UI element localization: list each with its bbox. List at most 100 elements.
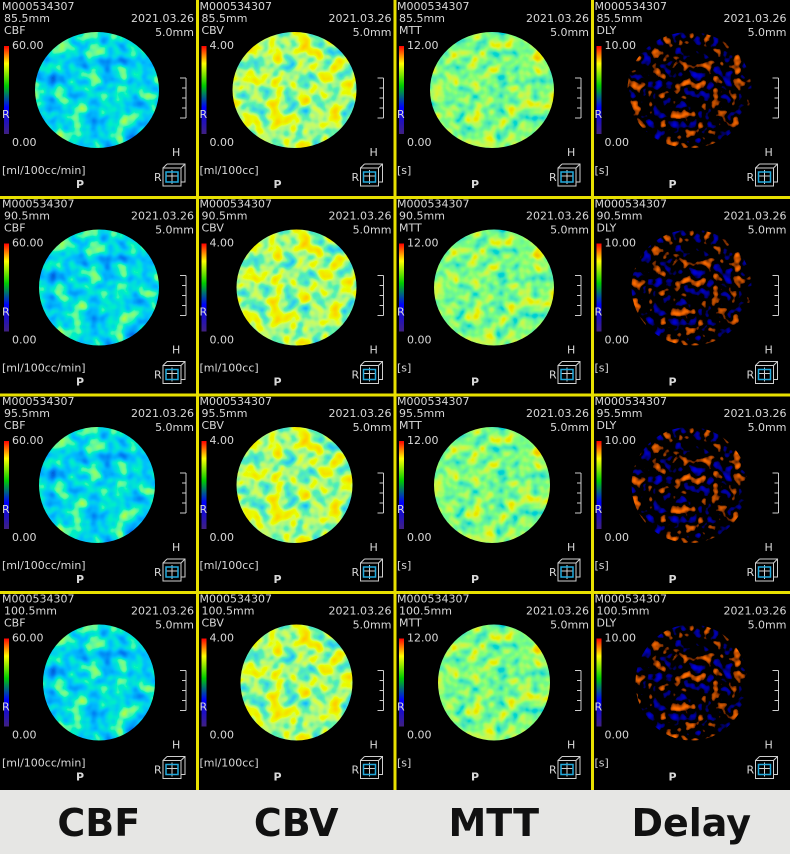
head-marker: H [172, 541, 180, 554]
brain-map [434, 229, 554, 346]
study-date: 2021.03.26 [724, 12, 787, 25]
brain-map [35, 32, 159, 148]
orientation-cube [755, 361, 778, 384]
orientation-face [560, 171, 574, 183]
scale-min: 0.00 [12, 136, 37, 149]
brain-map [39, 427, 155, 543]
left-marker: R [595, 306, 603, 319]
head-marker: H [765, 146, 773, 159]
map-name: DLY [597, 419, 617, 432]
column-label: MTT [448, 801, 539, 845]
slice-position: 85.5mm [4, 12, 50, 25]
side-marker: R [549, 171, 557, 184]
side-marker: R [747, 566, 755, 579]
orientation-face [165, 763, 179, 776]
unit: [ml/100cc] [200, 164, 259, 177]
ruler [575, 670, 582, 711]
brain-map [39, 229, 159, 346]
slice-thickness: 5.0mm [550, 26, 589, 39]
brain-map [631, 229, 752, 346]
slice-thickness: 5.0mm [353, 26, 392, 39]
orientation-face [560, 763, 574, 776]
ruler [377, 275, 384, 316]
ruler [772, 77, 779, 119]
column-label: CBF [57, 801, 140, 845]
slice-position: 100.5mm [597, 605, 650, 618]
head-marker: H [370, 146, 378, 159]
scale-max: 4.00 [210, 237, 235, 250]
orientation-cube [360, 558, 383, 582]
patient-id: M000534307 [200, 593, 272, 606]
side-marker: R [352, 566, 360, 579]
side-marker: R [549, 566, 557, 579]
study-date: 2021.03.26 [329, 12, 392, 25]
color-bar [4, 638, 9, 727]
color-bar [201, 46, 207, 134]
slice-position: 85.5mm [399, 12, 445, 25]
patient-id: M000534307 [595, 198, 667, 211]
slice-thickness: 5.0mm [550, 224, 589, 237]
column-label: Delay [631, 801, 751, 845]
unit: [ml/100cc/min] [2, 362, 86, 375]
scale-min: 0.00 [210, 531, 235, 544]
scale-max: 60.00 [12, 237, 44, 250]
patient-id: M000534307 [200, 198, 272, 211]
scale-min: 0.00 [210, 334, 235, 347]
scale-min: 0.00 [210, 136, 235, 149]
study-date: 2021.03.26 [329, 407, 392, 420]
left-marker: R [200, 503, 208, 516]
side-marker: R [154, 171, 162, 184]
scale-max: 60.00 [12, 39, 44, 52]
orientation-cube [557, 558, 581, 582]
left-marker: R [397, 306, 405, 319]
unit: [ml/100cc] [200, 362, 259, 375]
scale-min: 0.00 [605, 136, 630, 149]
patient-id: M000534307 [2, 593, 74, 606]
scale-min: 0.00 [605, 334, 630, 347]
scale-max: 60.00 [12, 434, 44, 447]
orientation-cube [360, 361, 383, 384]
unit: [s] [397, 164, 411, 177]
side-marker: R [549, 369, 557, 382]
posterior-marker: P [471, 376, 479, 389]
study-date: 2021.03.26 [724, 605, 787, 618]
side-marker: R [747, 369, 755, 382]
slice-thickness: 5.0mm [353, 224, 392, 237]
scale-max: 4.00 [210, 39, 235, 52]
slice-thickness: 5.0mm [353, 619, 392, 632]
brain-map [434, 427, 550, 543]
slice-thickness: 5.0mm [353, 421, 392, 434]
orientation-cube [162, 756, 186, 779]
patient-id: M000534307 [397, 593, 469, 606]
head-marker: H [765, 344, 773, 357]
scale-max: 4.00 [210, 632, 235, 645]
head-marker: H [567, 541, 575, 554]
brain-map [631, 427, 748, 543]
map-name: MTT [399, 419, 422, 432]
orientation-face [560, 566, 574, 578]
posterior-marker: P [669, 771, 677, 784]
posterior-marker: P [76, 178, 84, 191]
ruler [180, 77, 187, 119]
left-marker: R [200, 108, 208, 121]
ruler [772, 472, 779, 514]
ruler [377, 670, 384, 711]
left-marker: R [200, 306, 208, 319]
orientation-cube [755, 163, 778, 187]
slice-position: 100.5mm [4, 605, 57, 618]
orientation-face [165, 171, 179, 183]
orientation-cube [360, 163, 383, 187]
unit: [ml/100cc/min] [2, 164, 86, 177]
posterior-marker: P [669, 178, 677, 191]
patient-id: M000534307 [200, 395, 272, 408]
scale-min: 0.00 [605, 729, 630, 742]
orientation-cube [162, 163, 186, 187]
head-marker: H [765, 739, 773, 752]
slice-thickness: 5.0mm [550, 421, 589, 434]
scale-max: 10.00 [605, 632, 637, 645]
unit: [s] [397, 757, 411, 770]
